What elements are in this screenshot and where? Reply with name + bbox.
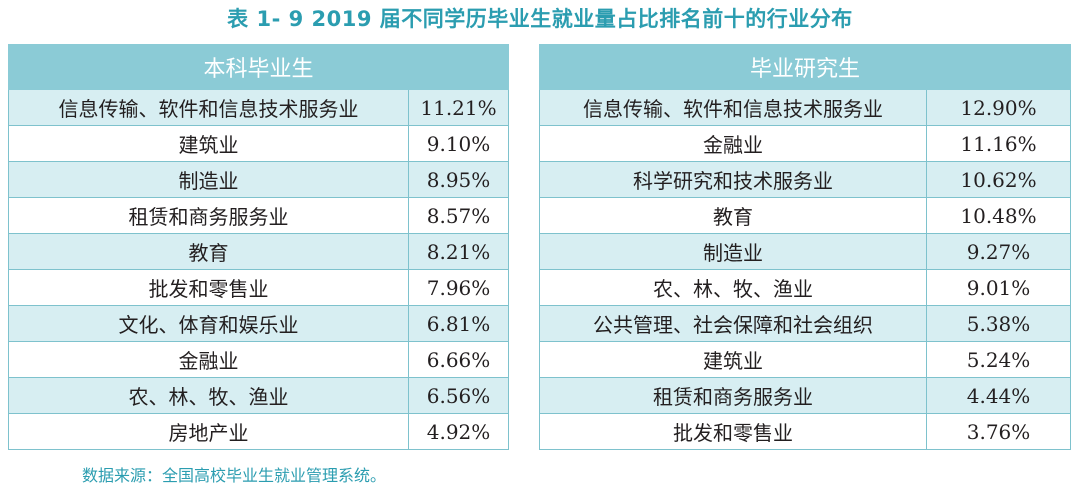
table-row: 教育 10.48% — [539, 197, 1072, 234]
table-row: 信息传输、软件和信息技术服务业 12.90% — [539, 89, 1072, 126]
undergraduate-header: 本科毕业生 — [7, 44, 510, 90]
share-cell: 9.27% — [925, 233, 1072, 270]
source-note: 数据来源：全国高校毕业生就业管理系统。 — [82, 466, 387, 485]
share-cell: 10.48% — [925, 197, 1072, 234]
share-cell: 11.21% — [407, 89, 510, 126]
table-row: 制造业 8.95% — [8, 161, 510, 198]
industry-cell: 制造业 — [539, 233, 927, 270]
industry-cell: 租赁和商务服务业 — [539, 377, 927, 414]
share-cell: 4.44% — [925, 377, 1072, 414]
industry-cell: 建筑业 — [539, 341, 927, 378]
table-row: 金融业 11.16% — [539, 125, 1072, 162]
industry-cell: 公共管理、社会保障和社会组织 — [539, 305, 927, 342]
industry-cell: 科学研究和技术服务业 — [539, 161, 927, 198]
table-row: 金融业 6.66% — [8, 341, 510, 378]
table-row: 农、林、牧、渔业 9.01% — [539, 269, 1072, 306]
table-row: 建筑业 9.10% — [8, 125, 510, 162]
industry-cell: 房地产业 — [8, 413, 409, 450]
share-cell: 6.66% — [407, 341, 510, 378]
table-row: 房地产业 4.92% — [8, 413, 510, 450]
share-cell: 9.10% — [407, 125, 510, 162]
industry-cell: 教育 — [539, 197, 927, 234]
industry-cell: 金融业 — [539, 125, 927, 162]
table-row: 教育 8.21% — [8, 233, 510, 270]
share-cell: 11.16% — [925, 125, 1072, 162]
table-row: 信息传输、软件和信息技术服务业 11.21% — [8, 89, 510, 126]
industry-cell: 建筑业 — [8, 125, 409, 162]
table-title: 表 1- 9 2019 届不同学历毕业生就业量占比排名前十的行业分布 — [227, 7, 853, 31]
table-row: 农、林、牧、渔业 6.56% — [8, 377, 510, 414]
share-cell: 5.24% — [925, 341, 1072, 378]
industry-cell: 农、林、牧、渔业 — [8, 377, 409, 414]
graduate-header: 毕业研究生 — [538, 44, 1072, 90]
industry-cell: 教育 — [8, 233, 409, 270]
industry-cell: 批发和零售业 — [539, 413, 927, 450]
industry-cell: 信息传输、软件和信息技术服务业 — [8, 89, 409, 126]
share-cell: 10.62% — [925, 161, 1072, 198]
table-row: 租赁和商务服务业 8.57% — [8, 197, 510, 234]
share-cell: 5.38% — [925, 305, 1072, 342]
share-cell: 8.95% — [407, 161, 510, 198]
graduate-table: 毕业研究生 信息传输、软件和信息技术服务业 12.90% 金融业 11.16% 科学… — [538, 44, 1072, 450]
share-cell: 9.01% — [925, 269, 1072, 306]
share-cell: 6.56% — [407, 377, 510, 414]
share-cell: 4.92% — [407, 413, 510, 450]
share-cell: 8.21% — [407, 233, 510, 270]
table-row: 租赁和商务服务业 4.44% — [539, 377, 1072, 414]
industry-cell: 农、林、牧、渔业 — [539, 269, 927, 306]
share-cell: 8.57% — [407, 197, 510, 234]
table-row: 科学研究和技术服务业 10.62% — [539, 161, 1072, 198]
industry-cell: 批发和零售业 — [8, 269, 409, 306]
share-cell: 3.76% — [925, 413, 1072, 450]
undergraduate-table: 本科毕业生 信息传输、软件和信息技术服务业 11.21% 建筑业 9.10% 制造业… — [7, 44, 510, 450]
industry-cell: 租赁和商务服务业 — [8, 197, 409, 234]
industry-cell: 信息传输、软件和信息技术服务业 — [539, 89, 927, 126]
table-row: 批发和零售业 7.96% — [8, 269, 510, 306]
table-row: 文化、体育和娱乐业 6.81% — [8, 305, 510, 342]
share-cell: 7.96% — [407, 269, 510, 306]
share-cell: 12.90% — [925, 89, 1072, 126]
share-cell: 6.81% — [407, 305, 510, 342]
table-row: 公共管理、社会保障和社会组织 5.38% — [539, 305, 1072, 342]
table-row: 建筑业 5.24% — [539, 341, 1072, 378]
industry-cell: 金融业 — [8, 341, 409, 378]
table-row: 批发和零售业 3.76% — [539, 413, 1072, 450]
industry-cell: 文化、体育和娱乐业 — [8, 305, 409, 342]
industry-cell: 制造业 — [8, 161, 409, 198]
table-row: 制造业 9.27% — [539, 233, 1072, 270]
